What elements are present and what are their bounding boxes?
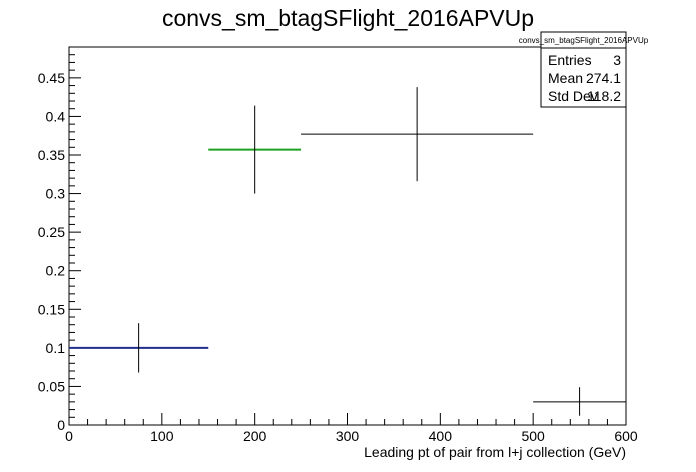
x-tick-label: 0 bbox=[65, 428, 73, 444]
data-series bbox=[69, 87, 626, 416]
y-tick-label: 0.4 bbox=[46, 108, 66, 124]
y-axis: 0 0.05 0.1 0.15 0.2 0.25 0.3 0.35 0.4 0.45 bbox=[38, 46, 81, 433]
x-tick-label: 600 bbox=[614, 428, 638, 444]
y-tick-label: 0.05 bbox=[38, 378, 65, 394]
x-tick-label: 500 bbox=[521, 428, 545, 444]
y-tick-label: 0.25 bbox=[38, 224, 65, 240]
x-tick-label: 100 bbox=[150, 428, 174, 444]
data-point bbox=[301, 87, 534, 182]
data-point bbox=[69, 323, 209, 373]
stats-box-frame bbox=[540, 31, 627, 108]
stats-entries-value: 3 bbox=[613, 52, 621, 68]
y-tick-label: 0.15 bbox=[38, 301, 65, 317]
x-tick-label: 200 bbox=[243, 428, 267, 444]
y-tick-label: 0.45 bbox=[38, 70, 65, 86]
y-tick-label: 0.3 bbox=[46, 186, 66, 202]
stats-entries-label: Entries bbox=[548, 52, 592, 68]
data-point bbox=[208, 105, 302, 194]
x-tick-label: 300 bbox=[336, 428, 360, 444]
stats-box: convs_sm_btagSFlight_2016APVUp Entries 3… bbox=[519, 31, 649, 108]
stats-stddev-value: 118.2 bbox=[587, 88, 621, 104]
x-axis-title: Leading pt of pair from l+j collection (… bbox=[364, 444, 626, 460]
chart-title: convs_sm_btagSFlight_2016APVUp bbox=[162, 5, 534, 31]
y-tick-label: 0.35 bbox=[38, 147, 65, 163]
stats-mean-value: 274.1 bbox=[586, 70, 621, 86]
stats-box-name: convs_sm_btagSFlight_2016APVUp bbox=[519, 36, 649, 45]
data-point bbox=[533, 387, 626, 416]
y-tick-label: 0 bbox=[57, 417, 65, 433]
x-axis: 0 100 200 300 400 500 600 bbox=[65, 413, 638, 444]
stats-stddev-label: Std Dev bbox=[548, 88, 598, 104]
y-tick-label: 0.2 bbox=[46, 263, 66, 279]
y-tick-label: 0.1 bbox=[46, 340, 66, 356]
x-tick-label: 400 bbox=[429, 428, 453, 444]
stats-mean-label: Mean bbox=[548, 70, 583, 86]
